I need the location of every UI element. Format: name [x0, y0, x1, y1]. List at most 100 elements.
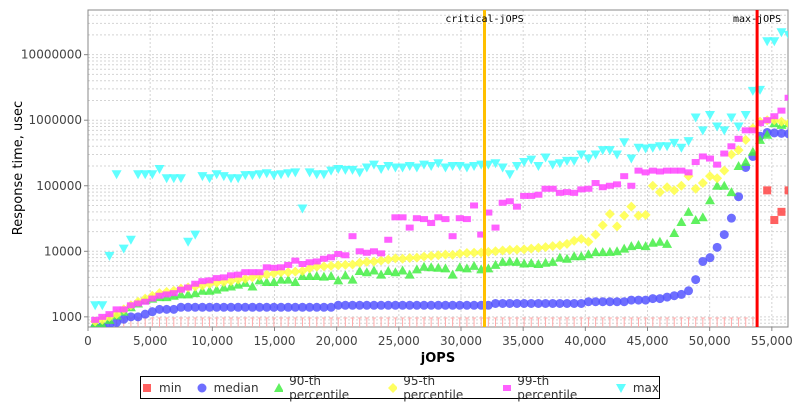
- data-point: [654, 142, 665, 152]
- data-point: [691, 275, 701, 285]
- data-point: [712, 173, 723, 184]
- data-point: [670, 167, 679, 174]
- data-point: [504, 256, 515, 266]
- data-point: [490, 159, 501, 169]
- data-point: [390, 300, 400, 310]
- data-point: [777, 207, 786, 216]
- data-point: [740, 111, 751, 121]
- data-point: [233, 302, 243, 312]
- x-tick-label: 55,000: [751, 334, 793, 348]
- data-point: [255, 269, 264, 276]
- data-point: [326, 302, 336, 312]
- data-point: [277, 264, 286, 271]
- data-point: [140, 309, 150, 319]
- data-point: [469, 300, 479, 310]
- data-point: [125, 235, 136, 245]
- data-point: [340, 259, 351, 270]
- data-point: [318, 170, 329, 180]
- data-point: [741, 127, 750, 134]
- data-point: [576, 251, 587, 261]
- data-point: [376, 269, 387, 279]
- data-point: [626, 154, 637, 164]
- data-point: [669, 185, 680, 196]
- data-point: [348, 233, 357, 240]
- data-point: [756, 120, 765, 127]
- data-point: [440, 163, 451, 173]
- data-point: [555, 298, 565, 308]
- data-point: [784, 129, 788, 139]
- data-point: [433, 159, 444, 169]
- data-point: [147, 307, 157, 317]
- data-point: [233, 174, 244, 184]
- data-point: [697, 212, 708, 222]
- data-point: [283, 302, 293, 312]
- data-point: [234, 271, 243, 278]
- data-point: [191, 280, 200, 287]
- data-point: [784, 186, 788, 195]
- data-point: [520, 192, 529, 199]
- data-point: [218, 282, 229, 292]
- data-point: [276, 170, 287, 180]
- data-point: [397, 163, 408, 173]
- series-99-th-percentile: [91, 94, 788, 323]
- data-point: [254, 170, 265, 180]
- data-point: [676, 180, 687, 191]
- data-point: [676, 216, 687, 226]
- data-point: [434, 214, 443, 221]
- data-point: [469, 247, 480, 258]
- legend-marker: [387, 382, 398, 393]
- data-point: [97, 301, 108, 311]
- data-point: [333, 165, 344, 175]
- x-tick-label: 45,000: [627, 334, 669, 348]
- data-point: [112, 306, 121, 313]
- data-point: [447, 249, 458, 260]
- data-point: [620, 173, 629, 180]
- data-point: [190, 288, 201, 298]
- data-point: [683, 206, 694, 216]
- data-point: [469, 162, 480, 172]
- data-point: [304, 263, 315, 274]
- data-point: [420, 216, 429, 223]
- data-point: [519, 298, 529, 308]
- series-median: [90, 127, 788, 327]
- data-point: [597, 247, 608, 257]
- data-point: [419, 251, 430, 262]
- data-point: [526, 155, 537, 165]
- data-point: [340, 165, 351, 175]
- data-point: [540, 257, 551, 267]
- data-point: [719, 180, 730, 190]
- data-point: [225, 276, 236, 287]
- data-point: [726, 213, 736, 223]
- data-point: [654, 236, 665, 246]
- data-point: [733, 145, 744, 156]
- data-point: [647, 143, 658, 153]
- data-point: [341, 252, 350, 259]
- data-point: [319, 255, 328, 262]
- data-point: [613, 181, 622, 188]
- data-point: [704, 111, 715, 121]
- data-point: [398, 300, 408, 310]
- data-point: [640, 144, 651, 154]
- data-point: [569, 298, 579, 308]
- data-point: [483, 300, 493, 310]
- data-point: [554, 159, 565, 169]
- data-point: [90, 301, 101, 311]
- data-point: [175, 174, 186, 184]
- data-point: [604, 246, 615, 256]
- data-point: [147, 170, 158, 180]
- data-point: [204, 174, 215, 184]
- data-point: [283, 267, 294, 278]
- data-point: [719, 165, 730, 176]
- data-point: [605, 182, 614, 189]
- data-point: [497, 245, 508, 256]
- data-point: [619, 297, 629, 307]
- data-point: [183, 302, 193, 312]
- data-point: [268, 171, 279, 181]
- data-point: [776, 116, 787, 127]
- data-point: [390, 253, 401, 264]
- x-axis-title: jOPS: [420, 351, 455, 366]
- data-point: [511, 162, 522, 172]
- marker-label: critical-jOPS: [445, 14, 523, 25]
- data-point: [526, 258, 537, 268]
- data-point: [126, 312, 136, 322]
